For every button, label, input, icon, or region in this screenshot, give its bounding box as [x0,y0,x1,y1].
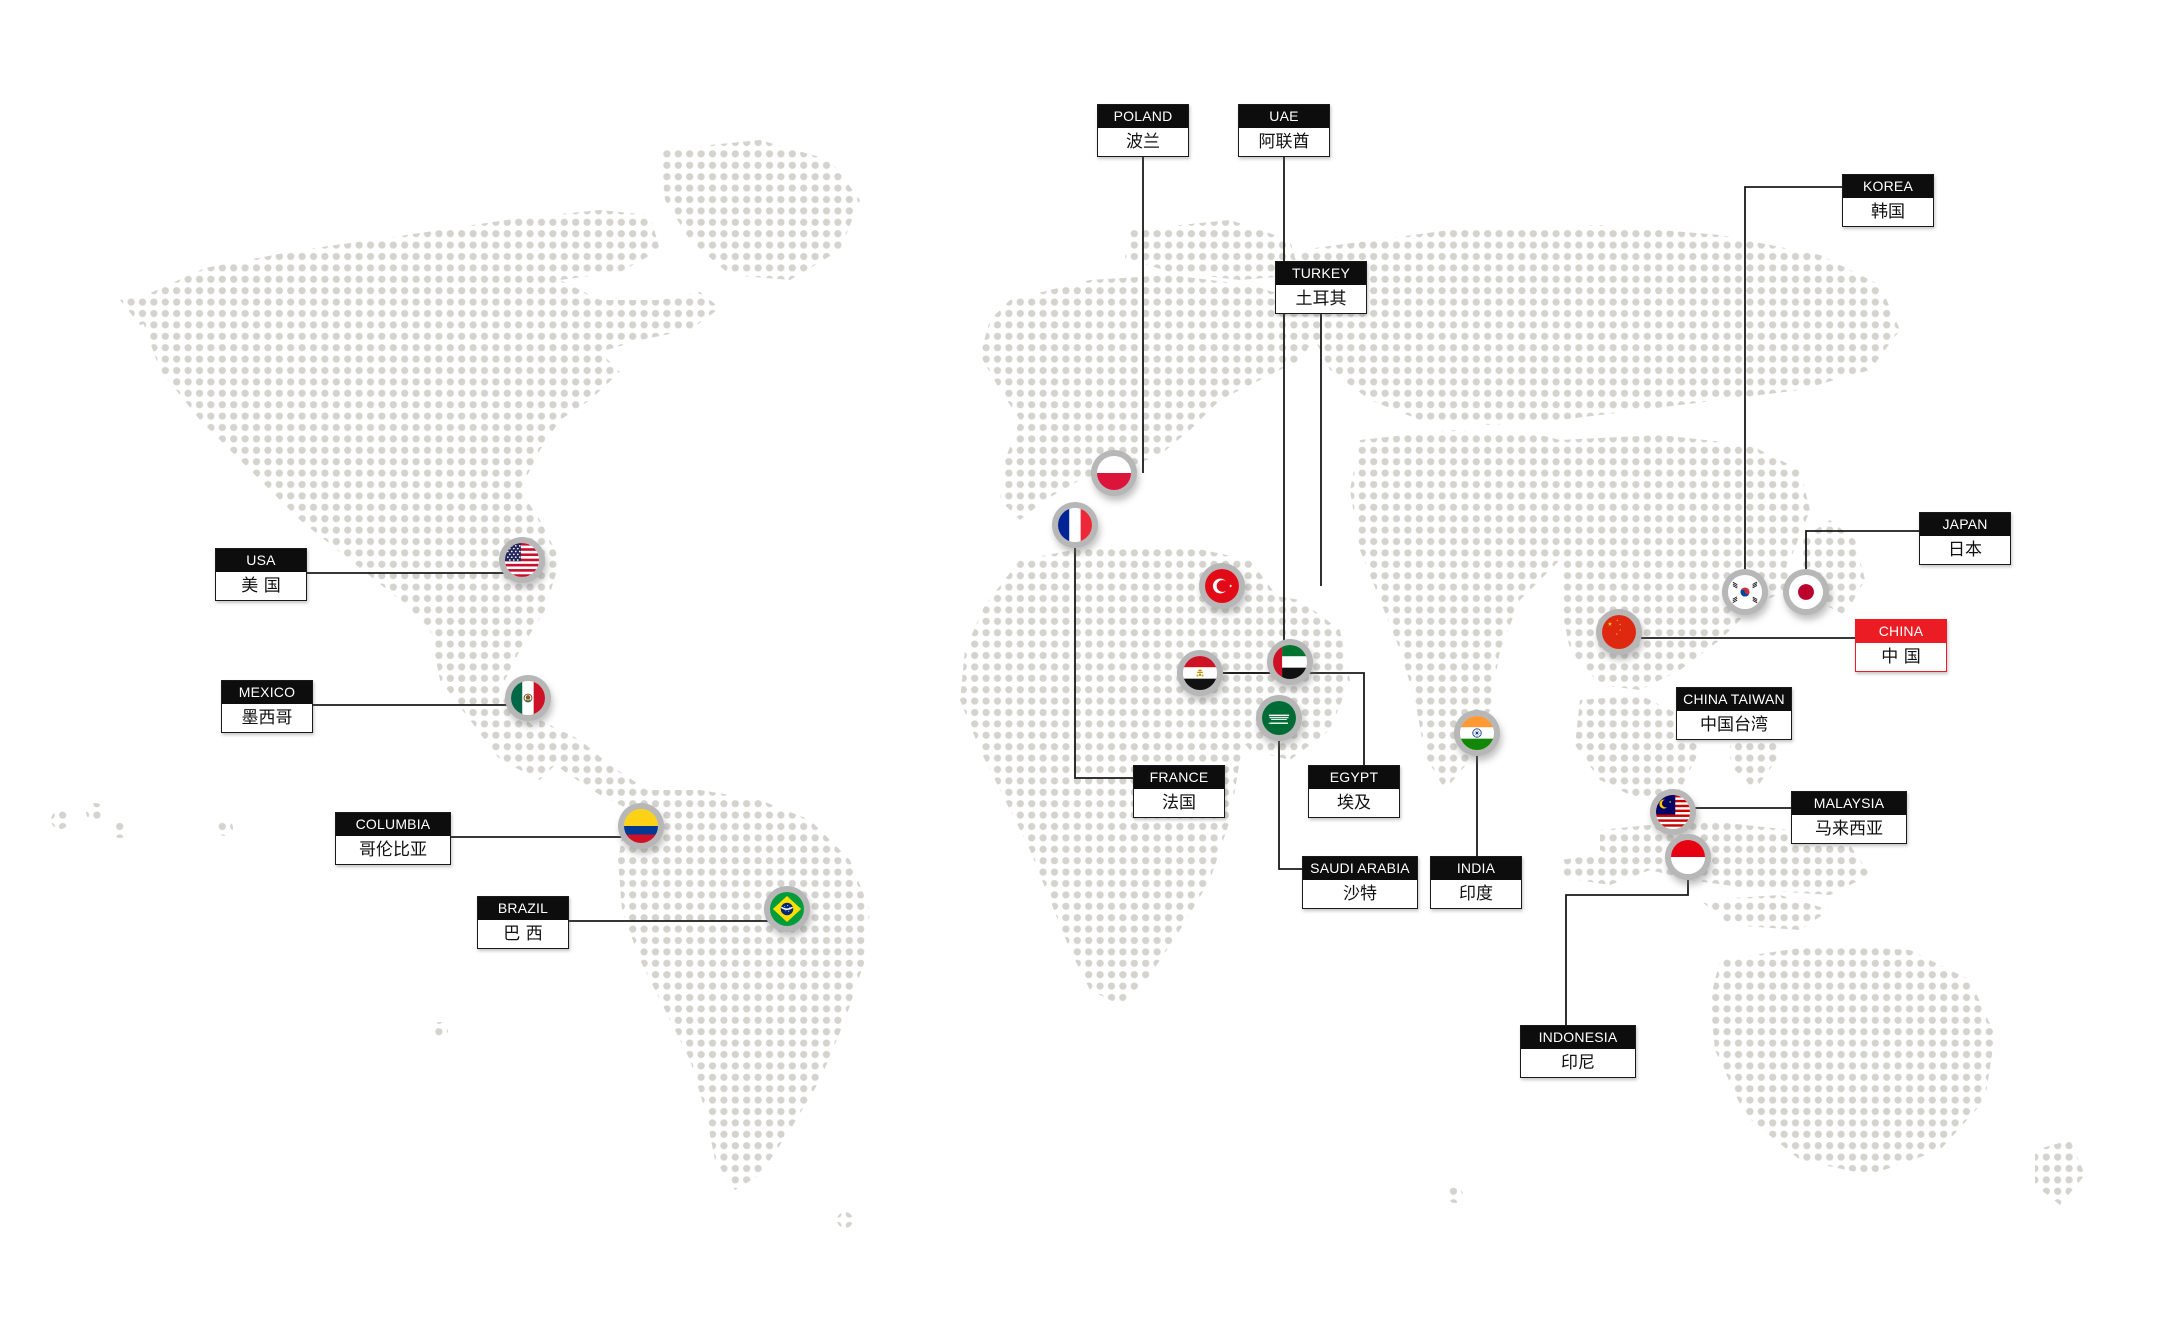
country-label-zh-china: 中 国 [1881,647,1921,667]
flag-france-icon [1058,508,1092,542]
country-label-zh-india: 印度 [1459,884,1493,904]
flag-marker-columbia[interactable] [618,803,664,849]
country-label-zh-saudi: 沙特 [1343,884,1377,904]
country-label-zh-uae: 阿联酋 [1258,132,1310,152]
flag-marker-china[interactable] [1596,609,1642,655]
country-label-saudi[interactable]: SAUDI ARABIA 沙特 [1302,856,1418,909]
country-label-zh-brazil: 巴 西 [503,924,543,944]
country-label-brazil[interactable]: BRAZIL 巴 西 [477,896,569,949]
country-label-en-india: INDIA [1431,857,1521,880]
country-label-zh-poland: 波兰 [1126,132,1160,152]
country-label-en-usa: USA [216,549,306,572]
country-label-indonesia[interactable]: INDONESIA 印尼 [1520,1025,1636,1078]
flag-marker-korea[interactable] [1722,569,1768,615]
flag-malaysia-icon [1656,795,1690,829]
country-label-zh-malaysia: 马来西亚 [1815,819,1883,839]
flag-uae-icon [1273,645,1307,679]
country-label-en-saudi: SAUDI ARABIA [1303,857,1417,880]
country-label-usa[interactable]: USA 美 国 [215,548,307,601]
country-label-malaysia[interactable]: MALAYSIA 马来西亚 [1791,791,1907,844]
flag-china-icon [1602,615,1636,649]
country-label-egypt[interactable]: EGYPT 埃及 [1308,765,1400,818]
country-label-en-turkey: TURKEY [1276,262,1366,285]
country-label-en-mexico: MEXICO [222,681,312,704]
country-label-mexico[interactable]: MEXICO 墨西哥 [221,680,313,733]
country-label-zh-egypt: 埃及 [1337,793,1371,813]
country-label-zh-japan: 日本 [1948,540,1982,560]
country-label-en-indonesia: INDONESIA [1521,1026,1635,1049]
country-label-zh-mexico: 墨西哥 [241,708,293,728]
country-label-en-egypt: EGYPT [1309,766,1399,789]
country-label-india[interactable]: INDIA 印度 [1430,856,1522,909]
country-label-zh-chinataiwan: 中国台湾 [1700,715,1768,735]
country-label-en-columbia: COLUMBIA [336,813,450,836]
flag-marker-uae[interactable] [1267,639,1313,685]
flag-marker-egypt[interactable] [1177,650,1223,696]
flag-marker-japan[interactable] [1783,569,1829,615]
country-label-zh-turkey: 土耳其 [1295,289,1347,309]
flag-marker-indonesia[interactable] [1665,834,1711,880]
country-label-france[interactable]: FRANCE 法国 [1133,765,1225,818]
flag-usa-icon [505,543,539,577]
flag-marker-mexico[interactable] [505,675,551,721]
country-label-en-japan: JAPAN [1920,513,2010,536]
flag-marker-brazil[interactable] [764,886,810,932]
flag-marker-usa[interactable] [499,537,545,583]
country-label-poland[interactable]: POLAND 波兰 [1097,104,1189,157]
flag-poland-icon [1097,456,1131,490]
flag-india-icon [1460,716,1494,750]
flag-marker-turkey[interactable] [1199,563,1245,609]
country-label-columbia[interactable]: COLUMBIA 哥伦比亚 [335,812,451,865]
flag-brazil-icon [770,892,804,926]
country-label-zh-indonesia: 印尼 [1561,1053,1595,1073]
flag-turkey-icon [1205,569,1239,603]
flag-columbia-icon [624,809,658,843]
country-label-en-brazil: BRAZIL [478,897,568,920]
flag-marker-india[interactable] [1454,710,1500,756]
country-label-korea[interactable]: KOREA 韩国 [1842,174,1934,227]
country-label-en-chinataiwan: CHINA TAIWAN [1677,688,1791,711]
country-label-japan[interactable]: JAPAN 日本 [1919,512,2011,565]
flag-korea-icon [1728,575,1762,609]
country-label-en-france: FRANCE [1134,766,1224,789]
country-label-uae[interactable]: UAE 阿联酋 [1238,104,1330,157]
country-label-en-poland: POLAND [1098,105,1188,128]
country-label-en-uae: UAE [1239,105,1329,128]
country-label-china[interactable]: CHINA 中 国 [1855,619,1947,672]
country-label-en-china: CHINA [1856,620,1946,643]
flag-indonesia-icon [1671,840,1705,874]
flag-marker-saudi[interactable] [1256,695,1302,741]
flag-marker-malaysia[interactable] [1650,789,1696,835]
country-label-zh-france: 法国 [1162,793,1196,813]
flag-egypt-icon [1183,656,1217,690]
flag-saudi-icon [1262,701,1296,735]
country-label-en-malaysia: MALAYSIA [1792,792,1906,815]
flag-japan-icon [1789,575,1823,609]
country-label-en-korea: KOREA [1843,175,1933,198]
country-label-zh-columbia: 哥伦比亚 [359,840,427,860]
flag-mexico-icon [511,681,545,715]
country-label-turkey[interactable]: TURKEY 土耳其 [1275,261,1367,314]
country-label-zh-korea: 韩国 [1871,202,1905,222]
flag-marker-france[interactable] [1052,502,1098,548]
flag-marker-poland[interactable] [1091,450,1137,496]
country-label-chinataiwan[interactable]: CHINA TAIWAN 中国台湾 [1676,687,1792,740]
country-label-zh-usa: 美 国 [241,576,281,596]
